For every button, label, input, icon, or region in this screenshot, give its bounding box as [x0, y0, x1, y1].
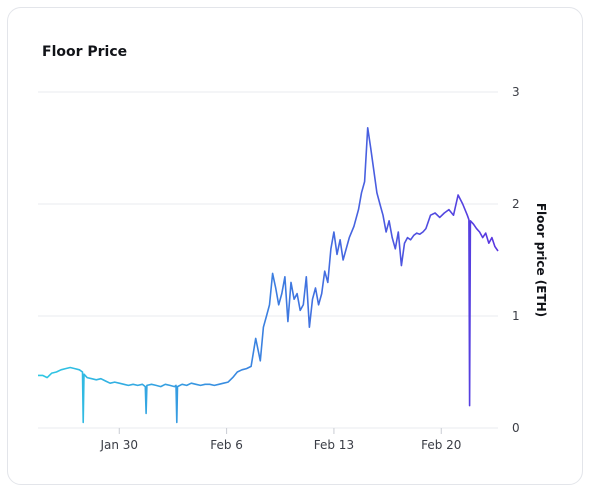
y-axis-label: Floor price (ETH): [534, 203, 548, 317]
floor-price-line: [38, 127, 499, 424]
x-tick-label: Feb 13: [314, 438, 354, 452]
x-axis-ticks: Jan 30 Feb 6 Feb 13 Feb 20: [99, 428, 461, 452]
x-tick-label: Jan 30: [99, 438, 138, 452]
chart-title: Floor Price: [42, 44, 128, 60]
y-tick-label: 1: [512, 309, 520, 323]
y-tick-label: 3: [512, 85, 520, 99]
y-axis-ticks: 0 1 2 3: [512, 85, 520, 435]
y-tick-label: 2: [512, 197, 520, 211]
x-tick-label: Feb 20: [421, 438, 461, 452]
chart-card: Floor Price: [7, 7, 583, 485]
grid-lines: [38, 91, 498, 429]
y-tick-label: 0: [512, 421, 520, 435]
x-tick-label: Feb 6: [210, 438, 243, 452]
